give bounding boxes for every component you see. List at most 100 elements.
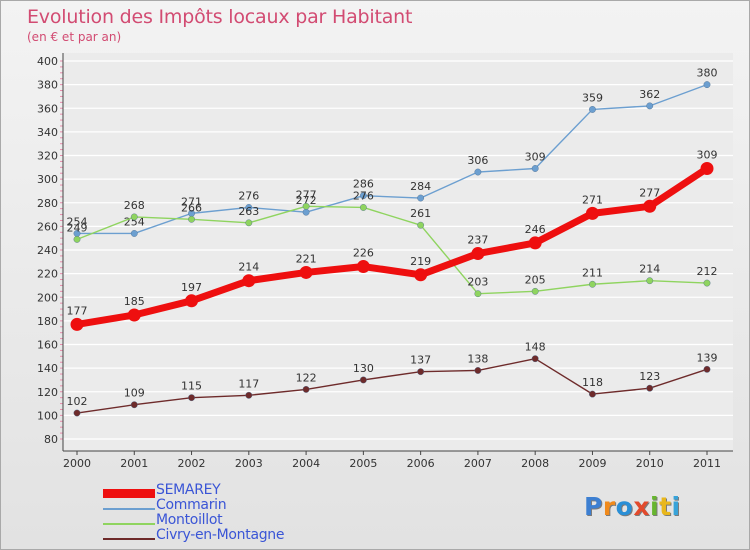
data-point (417, 221, 425, 229)
data-point (73, 235, 81, 243)
y-tick-label: 200 (37, 291, 58, 304)
data-label: 123 (639, 370, 660, 383)
series-line (76, 205, 708, 295)
series-line (73, 164, 711, 328)
data-label: 362 (639, 88, 660, 101)
data-label: 109 (124, 387, 145, 400)
data-label: 306 (467, 154, 488, 167)
legend-swatch (103, 523, 155, 525)
data-label: 276 (353, 189, 374, 202)
data-label: 212 (697, 265, 718, 278)
x-tick-label: 2007 (464, 457, 492, 470)
logo-letter: P (584, 492, 603, 521)
data-label: 277 (296, 188, 317, 201)
data-label: 102 (67, 395, 88, 408)
data-point (245, 391, 253, 399)
data-label: 277 (639, 186, 660, 199)
data-point (130, 401, 138, 409)
data-point (528, 236, 542, 250)
logo-letter: i (650, 492, 660, 521)
legend-label: Civry-en-Montagne (156, 527, 285, 543)
data-label: 254 (67, 215, 88, 228)
data-label: 177 (67, 304, 88, 317)
data-point (302, 202, 310, 210)
data-point (188, 215, 195, 223)
data-point (531, 165, 539, 172)
data-label: 249 (67, 221, 88, 234)
logo-letter: x (633, 492, 650, 521)
data-label: 205 (525, 273, 546, 286)
y-tick-label: 340 (37, 126, 58, 139)
series-civry-en-montagne: 102 109 115 117 122 130 137 138 148 118 123 139 (67, 341, 718, 417)
data-point (70, 317, 84, 331)
data-label: 197 (181, 281, 202, 294)
y-tick-label: 160 (37, 339, 58, 352)
data-label: 122 (296, 371, 317, 384)
x-tick-label: 2011 (693, 457, 721, 470)
data-point (356, 260, 370, 274)
data-point (245, 219, 253, 227)
data-point (703, 365, 711, 373)
data-label: 219 (410, 255, 431, 268)
data-label: 118 (582, 376, 603, 389)
y-tick-label: 260 (37, 220, 58, 233)
logo-letter: i (671, 492, 681, 521)
data-label: 272 (296, 194, 317, 207)
legend-label: Montoillot (156, 512, 223, 528)
data-point (471, 247, 485, 261)
logo-letter: r (602, 492, 616, 521)
data-label: 237 (467, 234, 488, 247)
data-label: 137 (410, 354, 431, 367)
data-point (531, 287, 539, 295)
data-point (589, 390, 596, 398)
y-tick-label: 80 (44, 433, 58, 446)
data-point (359, 204, 367, 211)
data-label: 117 (238, 377, 259, 390)
y-tick-label: 100 (37, 409, 58, 422)
y-tick-label: 220 (37, 268, 58, 281)
data-point (302, 385, 310, 393)
data-point (646, 102, 654, 110)
y-tick-label: 300 (37, 173, 58, 186)
y-tick-label: 400 (37, 55, 58, 68)
data-point (417, 368, 425, 376)
series-semarey: 177 185 197 214 221 226 219 237 246 271 277 309 (67, 148, 718, 331)
data-label: 138 (467, 352, 488, 365)
chart-title: Evolution des Impôts locaux par Habitant (27, 6, 413, 28)
x-tick-label: 2010 (636, 457, 664, 470)
data-label: 211 (582, 266, 603, 279)
x-tick-label: 2008 (521, 457, 549, 470)
data-point (414, 268, 428, 282)
data-point (359, 192, 367, 200)
x-tick-label: 2002 (178, 457, 206, 470)
data-label: 221 (296, 252, 317, 265)
legend-swatch (103, 489, 155, 498)
x-tick-label: 2003 (235, 457, 263, 470)
data-point (188, 394, 195, 402)
data-point (646, 277, 654, 285)
data-label: 246 (525, 223, 546, 236)
plot-area (63, 53, 733, 451)
data-label: 115 (181, 380, 202, 393)
y-tick-label: 120 (37, 386, 58, 399)
logo-letter: t (659, 492, 672, 521)
data-point (242, 274, 256, 288)
data-point (417, 194, 425, 202)
data-point (474, 168, 482, 176)
series-line (76, 357, 708, 414)
data-point (703, 81, 711, 89)
data-label: 309 (525, 150, 546, 163)
data-label: 130 (353, 362, 374, 375)
data-label: 309 (697, 148, 718, 161)
legend-label: Commarin (156, 497, 227, 513)
series-montoillot: 249 268 266 263 277 276 261 203 205 211 214 212 (67, 188, 718, 298)
data-point (585, 206, 599, 220)
data-label: 203 (467, 276, 488, 289)
series-line (76, 83, 708, 235)
data-point (700, 161, 714, 175)
data-label: 359 (582, 91, 603, 104)
data-label: 214 (238, 261, 259, 274)
